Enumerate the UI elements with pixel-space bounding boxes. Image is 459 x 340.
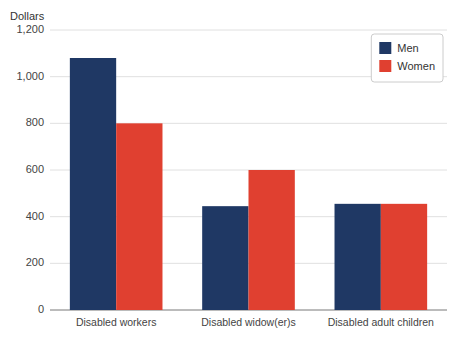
grid-line [50,30,447,31]
x-tick-label: Disabled adult children [328,316,434,328]
y-axis-label: Dollars [10,10,45,22]
y-tick-label: 1,000 [16,70,44,82]
y-tick-label: 1,200 [16,23,44,35]
bar [335,204,381,310]
bar [381,204,427,310]
legend-label: Men [397,42,418,54]
y-tick-label: 200 [26,256,44,268]
legend: Men Women [371,34,443,82]
legend-swatch [379,60,391,72]
chart: 0 200 400 600 800 1,000 1,200Dollars Disabled w… [0,0,459,340]
legend-swatch [379,42,391,54]
y-tick-label: 400 [26,210,44,222]
x-tick-label: Disabled workers [76,316,157,328]
bar [116,123,162,310]
legend-box [371,34,443,82]
bar [202,206,248,310]
bar [70,58,116,310]
y-ticks: 0 200 400 600 800 1,000 1,200 [16,23,44,315]
y-tick-label: 800 [26,116,44,128]
x-ticks: Disabled workers Disabled widow(er)s Disab… [76,316,434,328]
x-tick-label: Disabled widow(er)s [201,316,296,328]
y-tick-label: 600 [26,163,44,175]
legend-label: Women [397,60,435,72]
grid [50,30,447,310]
bars [70,58,427,310]
bar [249,170,295,310]
y-tick-label: 0 [38,303,44,315]
